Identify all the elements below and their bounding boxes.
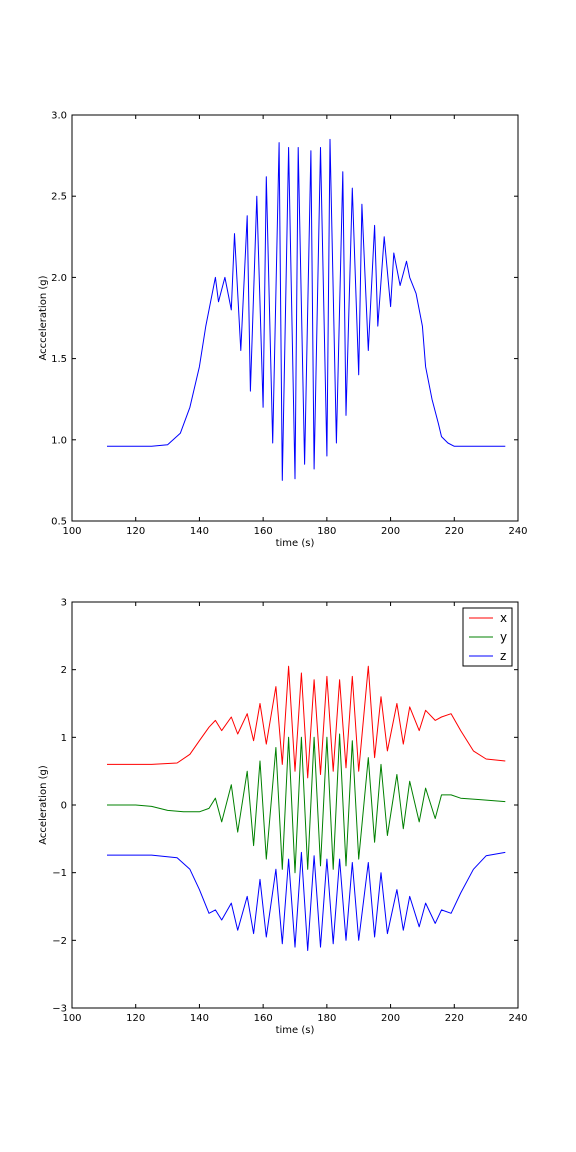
- chart-overall-acceleration: 100 120 140 160 180 200 220 240 0.5 1.0 1.5 2.0 2.5…: [38, 111, 528, 550]
- y-tick-label: 2: [61, 665, 67, 676]
- y-tick-label: −3: [52, 1004, 67, 1015]
- series-layer: [107, 138, 506, 481]
- x-tick-label: 140: [190, 1013, 209, 1024]
- chart-axis-acceleration: 100 120 140 160 180 200 220 240 −3 −2 −1 0 1 2 3 time…: [38, 598, 528, 1037]
- x-tick-label: 200: [381, 1013, 400, 1024]
- x-tick-label: 220: [445, 1013, 464, 1024]
- series-line-y: [107, 733, 506, 874]
- y-tick-label: 0: [61, 801, 67, 812]
- legend-entry-z: z: [469, 649, 506, 663]
- y-axis-label: Accceleration (g): [38, 275, 49, 360]
- series-layer: [107, 665, 506, 951]
- x-ticks: 100 120 140 160 180 200 220 240: [62, 602, 528, 1024]
- x-tick-label: 120: [126, 1013, 145, 1024]
- x-tick-label: 220: [445, 526, 464, 537]
- y-ticks: 0.5 1.0 1.5 2.0 2.5 3.0: [51, 111, 518, 528]
- legend-entry-y: y: [469, 630, 507, 644]
- x-tick-label: 100: [62, 1013, 81, 1024]
- y-tick-label: 1: [61, 733, 67, 744]
- y-tick-label: 2.5: [51, 192, 67, 203]
- x-tick-label: 200: [381, 526, 400, 537]
- x-tick-label: 120: [126, 526, 145, 537]
- x-tick-label: 240: [508, 526, 527, 537]
- legend-label-y: y: [500, 630, 507, 644]
- series-line-0: [107, 138, 506, 481]
- legend-label-x: x: [500, 611, 507, 625]
- series-line-z: [107, 851, 506, 951]
- y-tick-label: 3.0: [51, 111, 67, 122]
- x-axis-label: time (s): [276, 1025, 315, 1036]
- x-tick-label: 180: [317, 1013, 336, 1024]
- y-tick-label: 0.5: [51, 517, 67, 528]
- x-tick-label: 140: [190, 526, 209, 537]
- y-tick-label: −2: [52, 936, 67, 947]
- y-tick-label: 1.0: [51, 435, 67, 446]
- x-ticks: 100 120 140 160 180 200 220 240: [62, 115, 528, 537]
- x-tick-label: 240: [508, 1013, 527, 1024]
- y-ticks: −3 −2 −1 0 1 2 3: [52, 598, 518, 1015]
- y-tick-label: 3: [61, 598, 67, 609]
- legend-label-z: z: [500, 649, 506, 663]
- x-tick-label: 160: [254, 526, 273, 537]
- y-axis-label: Acceleration (g): [38, 765, 49, 845]
- y-tick-label: 2.0: [51, 273, 67, 284]
- x-tick-label: 160: [254, 1013, 273, 1024]
- legend-entry-x: x: [469, 611, 507, 625]
- x-tick-label: 100: [62, 526, 81, 537]
- legend: x y z: [462, 607, 513, 667]
- x-tick-label: 180: [317, 526, 336, 537]
- y-tick-label: 1.5: [51, 354, 67, 365]
- series-line-x: [107, 665, 506, 779]
- y-tick-label: −1: [52, 868, 67, 879]
- x-axis-label: time (s): [276, 538, 315, 549]
